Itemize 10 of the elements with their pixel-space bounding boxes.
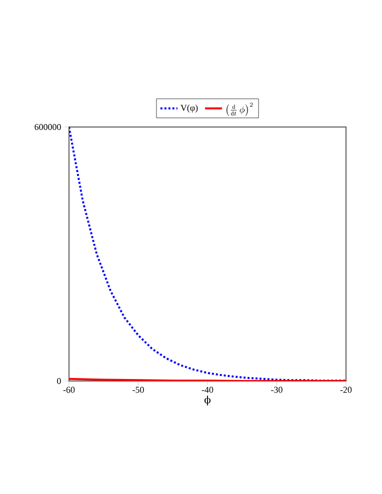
x-tick-label: -20 bbox=[340, 386, 352, 393]
x-tick-label: -30 bbox=[271, 386, 282, 393]
x-tick-label: -50 bbox=[132, 386, 144, 393]
x-tick-label: -60 bbox=[63, 386, 75, 393]
y-tick-label: 600000 bbox=[34, 124, 61, 130]
legend-label: V(φ) bbox=[180, 104, 198, 113]
legend-label: $\left(\frac{\mathrm{d}}{\mathrm{d}t}\,\phi\right)^{2}$ bbox=[226, 102, 253, 116]
x-axis-title: ϕ bbox=[204, 396, 211, 406]
y-tick-label: 0 bbox=[57, 378, 61, 384]
x-tick-label: -40 bbox=[202, 386, 214, 393]
